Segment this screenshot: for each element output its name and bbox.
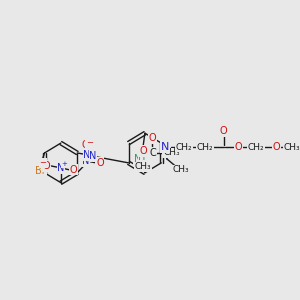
Text: N: N [83, 150, 91, 160]
Text: N: N [82, 156, 89, 166]
Text: CH₃: CH₃ [173, 165, 189, 174]
Text: C: C [149, 148, 156, 158]
Text: O: O [96, 158, 104, 168]
Text: CH₃: CH₃ [283, 142, 300, 152]
Text: CH₃: CH₃ [163, 148, 180, 158]
Text: −: − [86, 139, 93, 148]
Text: CH₂: CH₂ [176, 142, 192, 152]
Text: N: N [57, 163, 64, 173]
Text: O: O [69, 165, 77, 175]
Text: O: O [235, 142, 242, 152]
Text: +: + [88, 154, 93, 160]
Text: CH₃: CH₃ [135, 162, 151, 171]
Text: +: + [62, 161, 68, 167]
Text: N: N [89, 151, 97, 161]
Text: Br: Br [35, 166, 46, 176]
Text: N: N [161, 142, 169, 152]
Text: O: O [148, 133, 156, 143]
Text: N: N [134, 154, 141, 164]
Text: O: O [220, 126, 227, 136]
Text: O: O [273, 142, 280, 152]
Text: O: O [43, 161, 50, 171]
Text: −: − [39, 158, 46, 167]
Text: H: H [138, 152, 146, 162]
Text: CH₂: CH₂ [196, 142, 213, 152]
Text: O: O [82, 140, 89, 150]
Text: CH₂: CH₂ [247, 142, 264, 152]
Text: O: O [139, 146, 147, 156]
